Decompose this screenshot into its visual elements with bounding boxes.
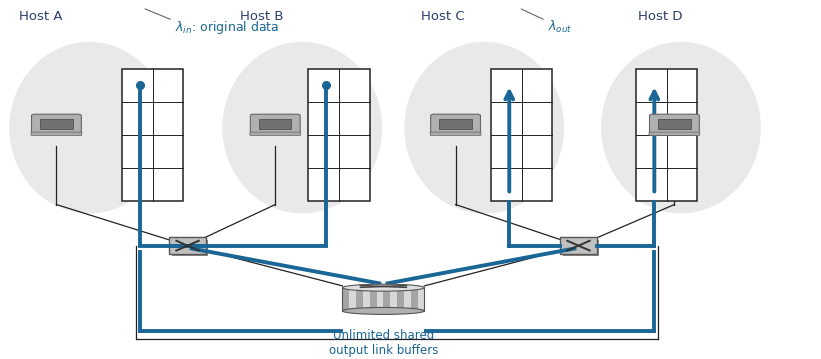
Bar — [259, 119, 291, 129]
Ellipse shape — [9, 42, 169, 214]
Bar — [342, 288, 349, 311]
Bar — [418, 288, 424, 311]
Bar — [349, 288, 356, 311]
Bar — [390, 288, 397, 311]
FancyBboxPatch shape — [560, 237, 598, 254]
Ellipse shape — [601, 42, 761, 214]
Bar — [40, 119, 72, 129]
Bar — [356, 288, 363, 311]
Bar — [122, 69, 183, 201]
FancyBboxPatch shape — [563, 240, 599, 256]
FancyBboxPatch shape — [430, 132, 481, 136]
FancyBboxPatch shape — [250, 114, 300, 134]
FancyBboxPatch shape — [31, 132, 82, 136]
Bar — [369, 288, 377, 311]
Bar — [410, 288, 418, 311]
Bar — [636, 69, 697, 201]
Text: Unlimited shared
output link buffers: Unlimited shared output link buffers — [328, 328, 438, 356]
Text: Host D: Host D — [639, 10, 683, 23]
Ellipse shape — [405, 42, 564, 214]
FancyBboxPatch shape — [431, 114, 480, 134]
FancyBboxPatch shape — [168, 237, 206, 254]
Ellipse shape — [342, 284, 424, 291]
FancyBboxPatch shape — [31, 114, 81, 134]
Ellipse shape — [342, 307, 424, 314]
Bar — [658, 119, 690, 129]
FancyBboxPatch shape — [172, 240, 208, 256]
FancyBboxPatch shape — [649, 114, 699, 134]
Text: Host A: Host A — [19, 10, 62, 23]
Bar — [377, 288, 383, 311]
FancyBboxPatch shape — [649, 132, 699, 136]
Bar — [342, 288, 424, 311]
Bar — [308, 69, 369, 201]
Text: Host C: Host C — [421, 10, 465, 23]
Bar — [404, 288, 410, 311]
Text: $\lambda_{in}$: original data: $\lambda_{in}$: original data — [175, 19, 279, 36]
Bar — [439, 119, 472, 129]
Bar — [383, 288, 390, 311]
Text: Host B: Host B — [240, 10, 283, 23]
Bar — [491, 69, 553, 201]
Bar — [363, 288, 369, 311]
Bar — [397, 288, 404, 311]
Ellipse shape — [222, 42, 383, 214]
FancyBboxPatch shape — [250, 132, 300, 136]
Text: $\lambda_{out}$: $\lambda_{out}$ — [548, 19, 573, 36]
